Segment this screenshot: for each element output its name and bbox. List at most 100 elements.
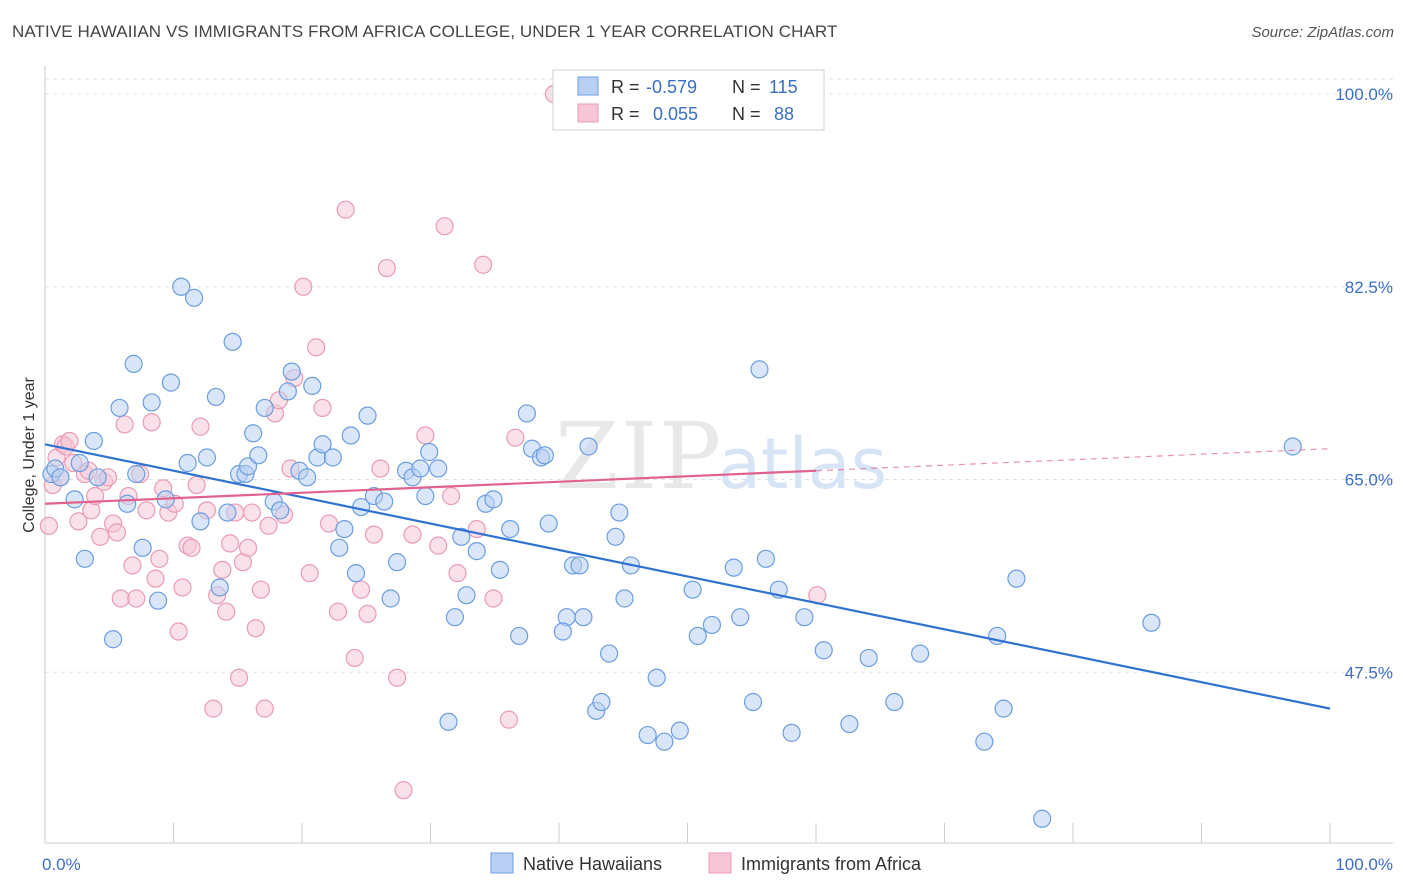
point-immigrants-from-africa xyxy=(217,602,236,621)
point-immigrants-from-africa xyxy=(115,415,134,434)
point-immigrants-from-africa xyxy=(377,258,396,278)
legend-n-label-1: N = xyxy=(732,77,761,97)
point-native-hawaiians xyxy=(65,490,84,509)
point-native-hawaiians xyxy=(910,644,930,663)
y-tick-label: 82.5% xyxy=(1345,278,1393,297)
point-native-hawaiians xyxy=(178,453,197,473)
y-axis-label: College, Under 1 year xyxy=(21,377,38,533)
legend-swatch-native-hawaiians xyxy=(577,76,599,96)
point-native-hawaiians xyxy=(191,512,210,531)
bottom-legend-swatch-native-hawaiians xyxy=(490,852,514,874)
point-immigrants-from-africa xyxy=(259,516,278,535)
axes: 47.5% 65.0% 82.5% 100.0% 0.0% 100.0% xyxy=(42,66,1393,874)
point-immigrants-from-africa xyxy=(213,560,232,579)
point-native-hawaiians xyxy=(688,626,707,646)
point-native-hawaiians xyxy=(148,591,168,610)
point-native-hawaiians xyxy=(358,406,377,425)
point-native-hawaiians xyxy=(346,564,366,583)
y-tick-label: 100.0% xyxy=(1335,85,1393,104)
point-immigrants-from-africa xyxy=(474,255,493,274)
point-native-hawaiians xyxy=(683,580,702,599)
point-native-hawaiians xyxy=(223,332,242,351)
legend-swatch-immigrants-from-africa xyxy=(577,103,599,123)
point-immigrants-from-africa xyxy=(123,556,142,575)
point-native-hawaiians xyxy=(600,644,619,663)
point-immigrants-from-africa xyxy=(137,501,156,520)
trend-extension-immigrants-from-africa xyxy=(815,448,1331,472)
point-native-hawaiians xyxy=(484,490,503,509)
point-immigrants-from-africa xyxy=(441,486,461,506)
point-native-hawaiians xyxy=(298,468,317,487)
point-immigrants-from-africa xyxy=(499,710,518,729)
point-native-hawaiians xyxy=(638,725,657,745)
point-native-hawaiians xyxy=(467,542,486,561)
point-native-hawaiians xyxy=(197,448,217,467)
point-native-hawaiians xyxy=(133,538,152,557)
point-immigrants-from-africa xyxy=(364,525,384,544)
point-native-hawaiians xyxy=(490,560,509,579)
watermark-zip: ZIP xyxy=(555,403,723,510)
point-immigrants-from-africa xyxy=(313,398,332,418)
point-immigrants-from-africa xyxy=(387,668,407,687)
point-native-hawaiians xyxy=(859,648,878,668)
point-native-hawaiians xyxy=(814,641,833,660)
point-native-hawaiians xyxy=(501,519,520,539)
point-native-hawaiians xyxy=(610,503,629,522)
point-native-hawaiians xyxy=(335,519,354,539)
point-native-hawaiians xyxy=(51,468,70,487)
point-native-hawaiians xyxy=(210,578,229,597)
legend-n-value-2: 88 xyxy=(774,104,794,124)
point-native-hawaiians xyxy=(670,721,689,740)
point-immigrants-from-africa xyxy=(319,514,339,533)
point-native-hawaiians xyxy=(381,589,400,608)
point-native-hawaiians xyxy=(994,699,1013,718)
point-native-hawaiians xyxy=(1033,809,1052,828)
point-native-hawaiians xyxy=(647,668,666,687)
point-native-hawaiians xyxy=(411,459,430,478)
series-legend: Native Hawaiians Immigrants from Africa xyxy=(490,852,922,874)
point-native-hawaiians xyxy=(429,459,448,478)
point-immigrants-from-africa xyxy=(111,589,130,608)
point-immigrants-from-africa xyxy=(242,503,261,522)
point-immigrants-from-africa xyxy=(39,516,58,535)
y-tick-label: 47.5% xyxy=(1345,663,1393,682)
legend-r-value-2: 0.055 xyxy=(653,104,698,124)
point-native-hawaiians xyxy=(70,453,89,473)
point-native-hawaiians xyxy=(570,556,589,575)
point-native-hawaiians xyxy=(1142,613,1161,632)
point-native-hawaiians xyxy=(110,398,129,418)
x-tick-label: 100.0% xyxy=(1335,855,1393,874)
point-native-hawaiians xyxy=(387,553,407,572)
point-immigrants-from-africa xyxy=(238,538,258,557)
point-native-hawaiians xyxy=(1283,437,1302,456)
point-native-hawaiians xyxy=(206,387,226,407)
point-immigrants-from-africa xyxy=(246,619,265,638)
point-native-hawaiians xyxy=(341,426,360,445)
point-native-hawaiians xyxy=(750,360,769,379)
point-native-hawaiians xyxy=(975,732,994,751)
point-native-hawaiians xyxy=(445,608,465,627)
point-native-hawaiians xyxy=(127,464,146,484)
point-native-hawaiians xyxy=(1007,569,1026,588)
point-native-hawaiians xyxy=(510,626,529,646)
point-immigrants-from-africa xyxy=(182,538,201,557)
point-native-hawaiians xyxy=(416,486,435,506)
point-immigrants-from-africa xyxy=(150,549,169,568)
point-immigrants-from-africa xyxy=(91,527,110,546)
point-immigrants-from-africa xyxy=(169,622,188,641)
point-immigrants-from-africa xyxy=(429,536,448,555)
point-native-hawaiians xyxy=(184,288,204,307)
point-native-hawaiians xyxy=(75,549,94,568)
point-native-hawaiians xyxy=(88,468,107,487)
point-native-hawaiians xyxy=(323,448,342,467)
point-immigrants-from-africa xyxy=(358,604,377,624)
point-native-hawaiians xyxy=(330,538,349,557)
legend-n-label-2: N = xyxy=(732,104,761,124)
point-immigrants-from-africa xyxy=(416,426,435,445)
point-immigrants-from-africa xyxy=(86,486,105,506)
point-native-hawaiians xyxy=(615,589,634,608)
point-immigrants-from-africa xyxy=(371,459,390,478)
point-native-hawaiians xyxy=(255,398,274,418)
point-native-hawaiians xyxy=(782,723,801,742)
